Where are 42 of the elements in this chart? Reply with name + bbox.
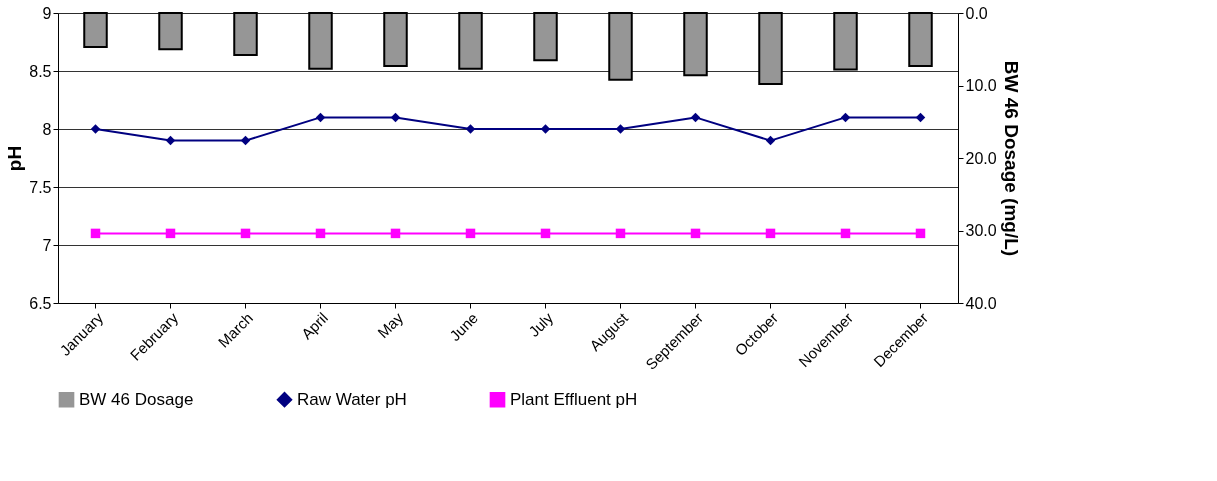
point (315, 112, 326, 123)
y-tick-label: 7.5 (29, 178, 52, 196)
x-tick-label: May (374, 308, 407, 342)
point (690, 228, 701, 239)
x-tick-label: July (525, 308, 557, 340)
point (765, 228, 776, 239)
point (165, 135, 176, 146)
point (390, 228, 401, 239)
y-tick-label: 8.5 (29, 62, 52, 80)
legend-label: Raw Water pH (297, 389, 407, 409)
y2-tick-label: 40.0 (965, 294, 997, 312)
legend-label: BW 46 Dosage (79, 389, 194, 409)
point (840, 228, 851, 239)
y2-axis-title: BW 46 Dosage (mg/L) (1000, 60, 1022, 257)
y-tick-label: 7 (42, 236, 52, 254)
point (90, 124, 101, 134)
point (240, 135, 251, 146)
legend-label: Plant Effluent pH (510, 389, 638, 409)
point (615, 228, 626, 239)
point (540, 228, 551, 239)
point (690, 112, 701, 123)
point (315, 228, 326, 239)
point (765, 135, 776, 146)
point (915, 228, 926, 239)
y2-tick-label: 20.0 (965, 149, 997, 167)
point (90, 228, 101, 239)
point (540, 124, 551, 134)
y2-tick-label: 0.0 (965, 4, 988, 22)
point (465, 124, 476, 134)
y-tick-label: 9 (42, 4, 52, 22)
point (390, 112, 401, 123)
point (465, 228, 476, 239)
y2-tick-label: 30.0 (965, 222, 997, 239)
y2-tick-label: 10.0 (965, 77, 997, 94)
point (240, 228, 251, 239)
y-tick-label: 8 (42, 120, 52, 138)
y-tick-label: 6.5 (29, 294, 52, 312)
point (840, 112, 851, 123)
point (165, 228, 176, 239)
y-axis-title: pH (4, 145, 26, 172)
point (915, 112, 926, 123)
point (615, 124, 626, 134)
